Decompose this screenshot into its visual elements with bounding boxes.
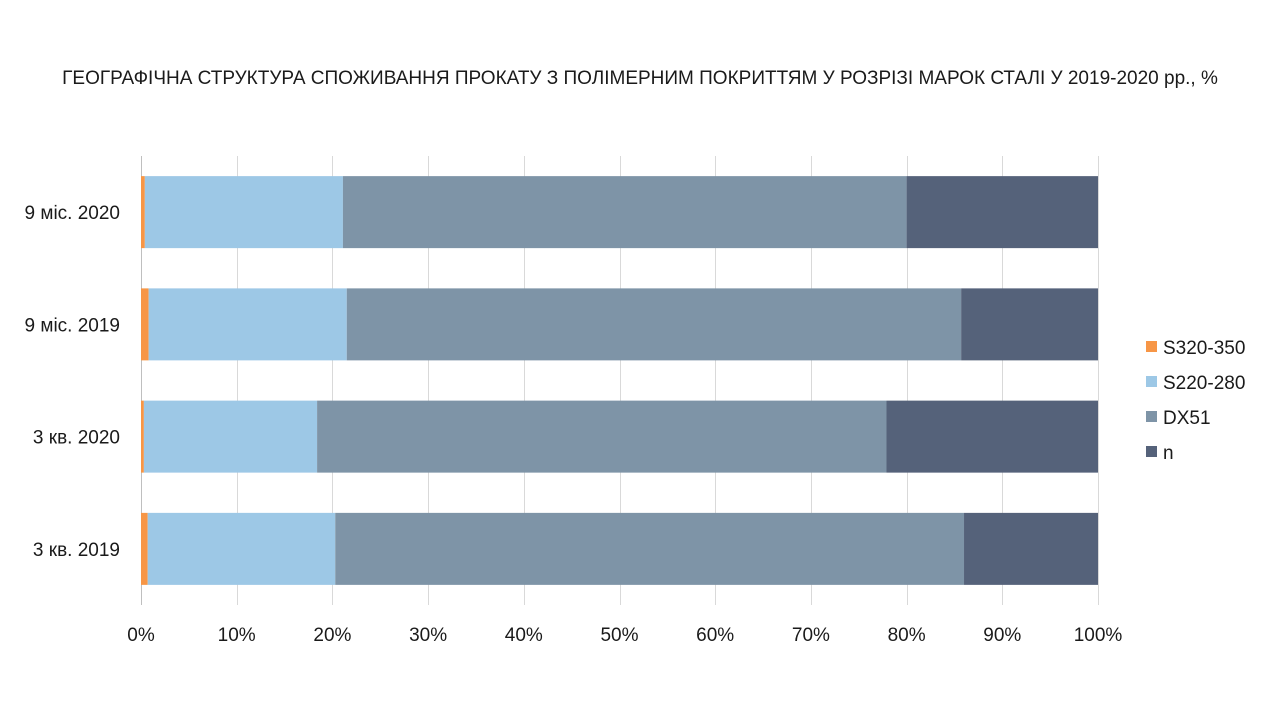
bar-segment-s220-280-1 — [148, 288, 347, 361]
x-tick-label: 30% — [409, 625, 447, 646]
legend-label: S220-280 — [1163, 373, 1245, 394]
bar-segment-n-2 — [886, 400, 1098, 473]
bar-segment-s320-350-2 — [141, 400, 144, 473]
category-label: 9 міс. 2020 — [25, 203, 120, 224]
category-label: 3 кв. 2019 — [33, 540, 120, 561]
chart-title: ГЕОГРАФІЧНА СТРУКТУРА СПОЖИВАННЯ ПРОКАТУ… — [62, 68, 1218, 89]
bar-segment-s320-350-1 — [141, 288, 149, 361]
legend-swatch — [1146, 376, 1157, 387]
x-tick-label: 40% — [505, 625, 543, 646]
bar-segment-dx51-2 — [317, 400, 887, 473]
x-tick-labels: 0% 10% 20% 30% 40% 50% 60% 70% 80% 90% 100% — [127, 625, 1122, 646]
x-tick-label: 0% — [127, 625, 155, 646]
bar-segment-n-3 — [964, 512, 1098, 585]
bar-segment-n-0 — [906, 176, 1098, 249]
bar-segment-dx51-3 — [335, 512, 965, 585]
x-tick-label: 70% — [792, 625, 830, 646]
legend-label: DX51 — [1163, 408, 1211, 429]
x-tick-label: 100% — [1074, 625, 1123, 646]
bar-segment-dx51-0 — [342, 176, 907, 249]
x-tick-label: 50% — [600, 625, 638, 646]
x-tick-label: 80% — [888, 625, 926, 646]
category-labels: 9 міс. 2020 9 міс. 2019 3 кв. 2020 3 кв. 20… — [25, 203, 120, 561]
x-tick-label: 60% — [696, 625, 734, 646]
x-tick-label: 90% — [983, 625, 1021, 646]
legend: S320-350 S220-280 DX51 n — [1146, 338, 1245, 464]
legend-swatch — [1146, 446, 1157, 457]
category-label: 3 кв. 2020 — [33, 428, 120, 449]
legend-label: S320-350 — [1163, 338, 1245, 359]
bar-segment-n-1 — [961, 288, 1098, 361]
bar-segment-s220-280-0 — [144, 176, 343, 249]
legend-label: n — [1163, 443, 1174, 464]
bar-segment-s320-350-0 — [141, 176, 145, 249]
legend-swatch — [1146, 411, 1157, 422]
bars — [141, 176, 1098, 585]
bar-segment-s220-280-2 — [143, 400, 318, 473]
bar-segment-s320-350-3 — [141, 512, 148, 585]
bar-segment-s220-280-3 — [147, 512, 336, 585]
x-tick-label: 10% — [218, 625, 256, 646]
x-tick-label: 20% — [313, 625, 351, 646]
category-label: 9 міс. 2019 — [25, 315, 120, 336]
bar-segment-dx51-1 — [346, 288, 962, 361]
legend-swatch — [1146, 341, 1157, 352]
